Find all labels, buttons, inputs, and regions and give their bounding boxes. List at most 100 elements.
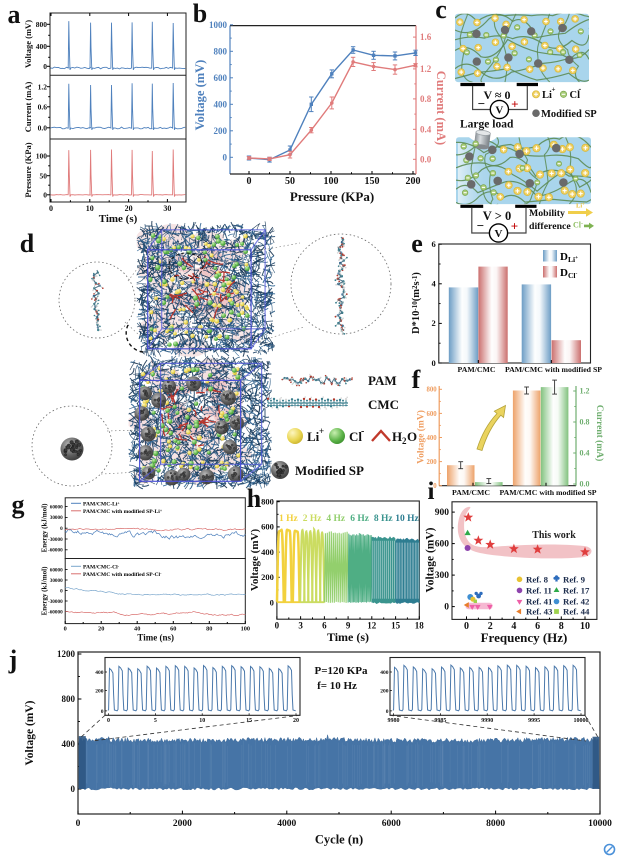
svg-text:400: 400 (95, 670, 104, 676)
svg-text:9995: 9995 (528, 718, 540, 724)
svg-text:g: g (12, 490, 25, 519)
svg-text:PAM/CMC with modified SP: PAM/CMC with modified SP (499, 488, 596, 497)
svg-text:Frequency (Hz): Frequency (Hz) (481, 630, 568, 645)
svg-text:PAM/CMC: PAM/CMC (452, 488, 490, 497)
svg-text:-30000: -30000 (48, 537, 63, 543)
svg-text:f= 10 Hz: f= 10 Hz (317, 680, 357, 692)
svg-text:800: 800 (36, 20, 48, 29)
svg-text:600: 600 (426, 411, 437, 418)
svg-text:8000: 8000 (486, 819, 505, 829)
svg-text:150: 150 (365, 176, 380, 187)
svg-text:Ref. 44: Ref. 44 (563, 607, 590, 617)
svg-text:200: 200 (380, 688, 389, 694)
svg-text:0: 0 (64, 626, 67, 633)
svg-text:40: 40 (134, 626, 140, 633)
svg-text:0: 0 (386, 709, 389, 715)
svg-text:2000: 2000 (173, 819, 192, 829)
svg-text:a: a (8, 0, 21, 29)
svg-text:b: b (193, 0, 207, 28)
svg-text:Voltage (mV): Voltage (mV) (23, 20, 33, 68)
svg-text:Current (mA): Current (mA) (594, 405, 605, 462)
svg-text:800: 800 (426, 387, 437, 394)
svg-text:Voltage (mV): Voltage (mV) (24, 700, 36, 765)
svg-text:PAM/CMC-Cl-: PAM/CMC-Cl- (83, 563, 120, 570)
svg-text:9990: 9990 (481, 718, 493, 724)
svg-text:Voltage (mV): Voltage (mV) (416, 410, 427, 464)
svg-text:V ≈ 0: V ≈ 0 (483, 88, 510, 102)
svg-text:200: 200 (426, 459, 437, 466)
svg-text:80: 80 (206, 626, 212, 633)
svg-text:8 Hz: 8 Hz (374, 514, 394, 524)
svg-text:300: 300 (435, 571, 450, 581)
svg-text:Ref. 9: Ref. 9 (563, 575, 586, 585)
svg-text:PAM/CMC-Li+: PAM/CMC-Li+ (83, 500, 120, 507)
svg-text:9: 9 (346, 621, 351, 631)
svg-text:+: + (511, 97, 518, 112)
svg-text:1000: 1000 (209, 20, 228, 30)
svg-text:O: O (407, 429, 417, 444)
svg-text:800: 800 (62, 694, 76, 704)
svg-text:1.6: 1.6 (420, 32, 432, 42)
svg-text:0: 0 (71, 784, 76, 794)
svg-text:60000: 60000 (50, 567, 63, 573)
svg-text:Cl: Cl (349, 429, 362, 444)
svg-text:200: 200 (95, 688, 104, 694)
svg-text:6: 6 (432, 239, 436, 249)
svg-text:10: 10 (86, 204, 94, 213)
svg-text:4000: 4000 (277, 819, 296, 829)
svg-text:Pressure (KPa): Pressure (KPa) (290, 189, 374, 204)
svg-text:Time (s): Time (s) (327, 630, 369, 644)
svg-text:Energy (kJ/mol): Energy (kJ/mol) (41, 503, 49, 552)
svg-text:Cl: Cl (570, 90, 581, 101)
svg-text:DCl-: DCl- (560, 267, 577, 280)
svg-text:+: + (511, 219, 518, 234)
svg-text:Modified SP: Modified SP (541, 109, 597, 120)
svg-text:-60000: -60000 (48, 548, 63, 554)
svg-text:600: 600 (214, 73, 228, 83)
svg-text:PAM/CMC with modified SP-Cl-: PAM/CMC with modified SP-Cl- (83, 571, 162, 578)
svg-text:Energy (kJ/mol): Energy (kJ/mol) (41, 566, 49, 615)
svg-text:6 Hz: 6 Hz (350, 514, 370, 524)
svg-text:15: 15 (391, 621, 401, 631)
svg-text:6000: 6000 (382, 819, 401, 829)
svg-text:-: - (361, 426, 364, 437)
svg-text:60: 60 (170, 626, 176, 633)
svg-text:6: 6 (535, 621, 540, 632)
svg-text:0: 0 (101, 709, 104, 715)
svg-text:20: 20 (125, 204, 133, 213)
svg-text:-: - (579, 85, 582, 94)
svg-text:0: 0 (60, 526, 63, 532)
svg-text:D*10-10(m2s-1): D*10-10(m2s-1) (411, 272, 422, 334)
svg-text:difference: difference (529, 221, 571, 232)
svg-text:400: 400 (380, 670, 389, 676)
svg-text:+: + (582, 203, 585, 208)
svg-text:4: 4 (432, 279, 437, 289)
svg-text:30000: 30000 (50, 578, 63, 584)
svg-text:0: 0 (107, 718, 110, 724)
svg-text:Li: Li (307, 429, 320, 444)
svg-text:2: 2 (488, 621, 493, 632)
svg-text:8: 8 (559, 621, 564, 632)
svg-text:V: V (495, 105, 503, 117)
svg-text:-: - (581, 221, 583, 227)
svg-text:Voltage (mV): Voltage (mV) (193, 60, 207, 131)
svg-text:20: 20 (98, 626, 104, 633)
svg-text:10 Hz: 10 Hz (395, 514, 419, 524)
svg-text:PAM/CMC: PAM/CMC (458, 365, 496, 374)
svg-text:50: 50 (40, 171, 48, 180)
svg-text:Li: Li (576, 203, 582, 210)
svg-text:Li: Li (542, 90, 552, 101)
svg-text:0: 0 (275, 621, 280, 631)
svg-text:e: e (411, 229, 423, 258)
svg-text:V > 0: V > 0 (483, 209, 511, 223)
svg-text:100: 100 (241, 626, 250, 633)
svg-text:100: 100 (36, 152, 48, 161)
svg-text:9980: 9980 (388, 718, 400, 724)
svg-text:1.2: 1.2 (580, 387, 590, 396)
svg-text:30: 30 (163, 204, 171, 213)
svg-text:0.6: 0.6 (38, 102, 48, 111)
svg-text:2: 2 (432, 318, 436, 328)
svg-text:1200: 1200 (57, 649, 76, 659)
svg-text:2: 2 (402, 436, 407, 446)
svg-text:Time (ns): Time (ns) (137, 633, 174, 643)
